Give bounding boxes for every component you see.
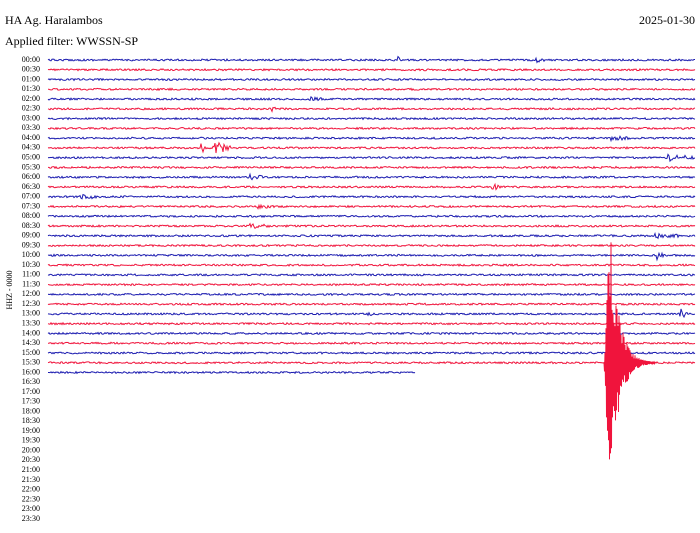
time-label: 19:00	[22, 426, 40, 435]
time-label: 14:00	[22, 328, 40, 337]
time-label: 21:00	[22, 465, 40, 474]
trace	[47, 273, 696, 277]
date: 2025-01-30	[639, 13, 695, 27]
trace	[47, 182, 696, 191]
trace	[47, 361, 696, 365]
time-label: 22:00	[22, 485, 40, 494]
time-label: 06:30	[22, 182, 40, 191]
time-label: 11:30	[22, 279, 40, 288]
time-label: 19:30	[22, 436, 40, 445]
trace	[48, 87, 696, 92]
trace	[48, 282, 696, 287]
traces	[47, 55, 696, 460]
trace	[47, 263, 696, 267]
time-label: 16:30	[22, 377, 40, 386]
time-label: 13:30	[22, 319, 40, 328]
trace	[47, 214, 696, 218]
time-label: 11:00	[22, 270, 40, 279]
time-label: 04:30	[22, 143, 40, 152]
filter: Applied filter: WWSSN-SP	[5, 34, 138, 48]
trace	[47, 321, 696, 326]
time-label: 13:00	[22, 309, 40, 318]
trace	[47, 153, 696, 163]
time-label: 10:00	[22, 250, 40, 259]
time-label: 15:00	[22, 348, 40, 357]
time-label: 02:00	[22, 94, 40, 103]
time-label: 08:00	[22, 211, 40, 220]
time-label: 17:00	[22, 387, 40, 396]
trace	[47, 55, 695, 64]
trace	[47, 350, 696, 356]
station-name: HA Ag. Haralambos	[5, 13, 103, 27]
time-label: 06:00	[22, 172, 40, 181]
trace	[47, 126, 696, 131]
time-label: 17:30	[22, 397, 40, 406]
time-label: 09:30	[22, 240, 40, 249]
time-label: 08:30	[22, 221, 40, 230]
trace	[47, 106, 696, 113]
time-label: 23:30	[22, 514, 40, 523]
time-label: 01:30	[22, 84, 40, 93]
trace	[47, 292, 696, 297]
time-label: 05:30	[22, 162, 40, 171]
time-label: 01:00	[22, 74, 40, 83]
trace	[47, 135, 696, 143]
trace	[47, 116, 696, 121]
time-label: 02:30	[22, 104, 40, 113]
time-label: 22:30	[22, 494, 40, 503]
time-label: 12:30	[22, 299, 40, 308]
time-label: 07:00	[22, 192, 40, 201]
trace	[47, 251, 696, 262]
time-label: 00:30	[22, 65, 40, 74]
time-label: 21:30	[22, 475, 40, 484]
trace	[47, 243, 696, 248]
time-label: 18:00	[22, 406, 40, 415]
trace	[47, 308, 696, 319]
trace	[47, 172, 696, 181]
time-label: 23:00	[22, 504, 40, 513]
trace	[47, 77, 696, 82]
trace	[47, 222, 696, 230]
time-label: 07:30	[22, 201, 40, 210]
time-label: 15:30	[22, 358, 40, 367]
trace	[48, 370, 416, 375]
time-label: 03:30	[22, 123, 40, 132]
time-label: 12:00	[22, 289, 40, 298]
trace	[47, 96, 696, 102]
time-label: 20:00	[22, 445, 40, 454]
trace	[47, 203, 696, 210]
time-label: 18:30	[22, 416, 40, 425]
channel-label: HHZ - 0000	[5, 270, 14, 309]
trace	[48, 341, 696, 346]
time-label: 04:00	[22, 133, 40, 142]
trace	[47, 232, 696, 240]
time-label: 16:00	[22, 367, 40, 376]
trace	[47, 141, 696, 154]
trace	[47, 302, 696, 306]
time-label: 09:00	[22, 231, 40, 240]
trace	[47, 193, 696, 200]
event-trace	[603, 242, 656, 460]
trace	[47, 331, 696, 336]
time-label: 03:00	[22, 113, 40, 122]
time-label: 00:00	[22, 55, 40, 64]
time-label: 05:00	[22, 152, 40, 161]
time-label: 14:30	[22, 338, 40, 347]
time-label: 20:30	[22, 455, 40, 464]
trace	[47, 67, 696, 72]
trace	[48, 165, 696, 170]
time-label: 10:30	[22, 260, 40, 269]
